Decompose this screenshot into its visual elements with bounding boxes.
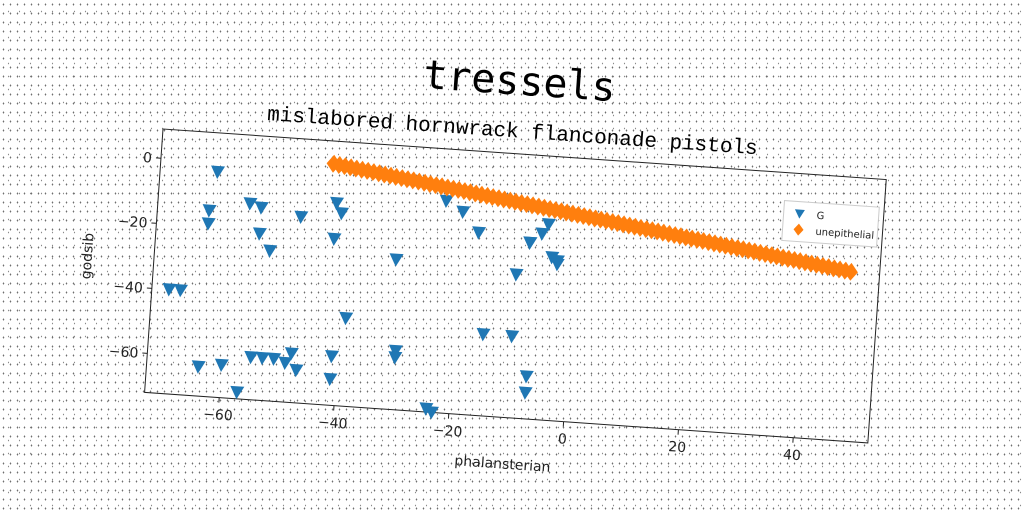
data-point-g [267, 352, 282, 366]
x-axis-label: phalansterian [454, 453, 551, 476]
data-point-g [278, 356, 293, 370]
legend-marker-unepithelial [793, 223, 804, 236]
data-point-g [211, 165, 226, 179]
data-point-g [518, 386, 533, 400]
plot-area: −60 −40 −20 0 20 40 0−20−40−60 phalansterian … [78, 128, 887, 476]
legend-label-g: G [816, 211, 824, 223]
data-point-g [542, 218, 556, 232]
data-point-g [339, 311, 354, 326]
data-point-g [456, 205, 471, 220]
data-point-g [263, 244, 278, 258]
data-point-g [284, 347, 299, 361]
y-axis-label: godsib [78, 232, 97, 280]
x-tick-label: 0 [557, 431, 567, 448]
data-point-g [174, 283, 188, 298]
x-tick-label: −20 [432, 423, 463, 441]
data-point-g [162, 283, 177, 297]
data-point-g [243, 197, 258, 211]
data-point-g [201, 217, 216, 231]
data-point-g [550, 257, 565, 272]
data-point-g [519, 370, 534, 384]
data-point-g [505, 329, 520, 344]
data-point-g [535, 227, 550, 241]
y-tick-label: −60 [108, 344, 139, 362]
plot-frame [144, 128, 887, 444]
marks [162, 154, 858, 420]
data-point-g [389, 253, 404, 267]
legend: G unepithelial [781, 199, 880, 248]
legend-box [781, 199, 880, 248]
x-axis: −60 −40 −20 0 20 40 [203, 397, 801, 464]
data-point-g [255, 351, 270, 366]
x-tick-label: 40 [782, 447, 801, 464]
legend-marker-g [794, 209, 805, 219]
y-tick-label: −20 [117, 214, 148, 232]
data-point-g [419, 402, 434, 416]
data-point-g [252, 227, 267, 241]
data-point-g [330, 196, 345, 211]
data-point-g [191, 360, 206, 374]
data-point-g [202, 204, 217, 218]
data-point-g [323, 372, 338, 387]
x-tick-label: 20 [668, 439, 687, 456]
data-point-unepithelial [843, 262, 858, 281]
x-tick-label: −60 [203, 407, 234, 425]
x-tick-label: −40 [317, 415, 348, 433]
data-point-g [214, 358, 229, 373]
data-point-g [509, 268, 524, 282]
data-point-g [289, 363, 304, 378]
data-point-g [327, 232, 342, 246]
data-point-g [244, 350, 259, 365]
data-point-g [254, 201, 269, 215]
y-tick-label: −40 [113, 279, 144, 297]
data-point-g [388, 351, 403, 365]
data-point-g [476, 327, 491, 342]
legend-label-unepithelial: unepithelial [815, 227, 874, 242]
data-point-g [294, 210, 309, 225]
data-point-g [523, 236, 538, 250]
data-point-g [335, 206, 350, 221]
y-axis: 0 −20 −40 −60 [108, 150, 161, 362]
data-point-g [325, 349, 340, 364]
data-point-g [439, 194, 454, 209]
data-point-g [388, 344, 403, 359]
y-tick-label: 0 [142, 150, 152, 167]
data-point-g [230, 385, 245, 400]
data-point-g [472, 226, 487, 240]
